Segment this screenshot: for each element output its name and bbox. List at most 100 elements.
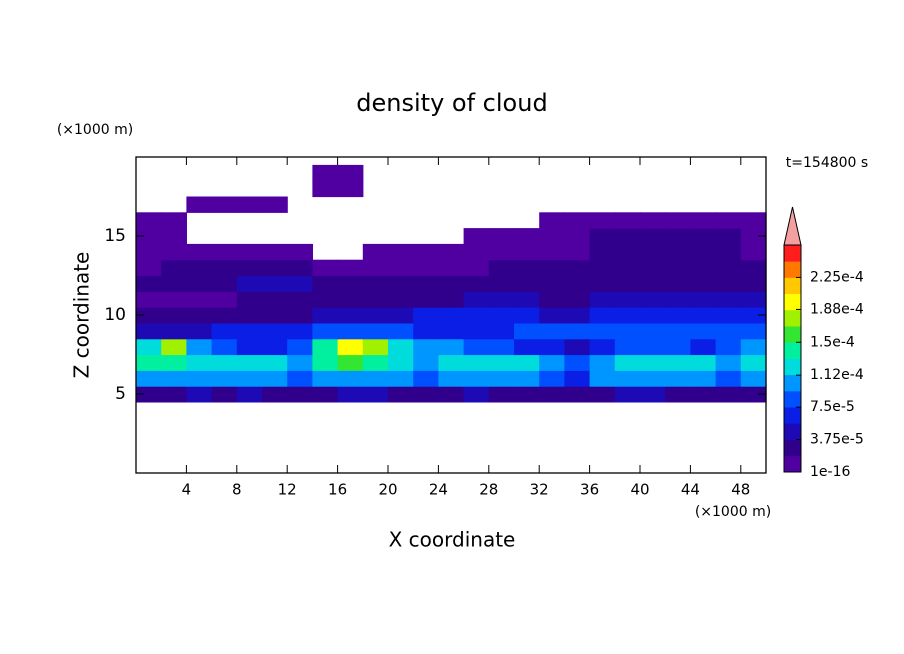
contour-cell xyxy=(539,307,565,324)
contour-cell xyxy=(287,322,313,340)
contour-cell xyxy=(665,212,691,229)
contour-cell xyxy=(312,338,339,356)
contour-cell xyxy=(514,354,540,371)
contour-cell xyxy=(438,259,465,277)
contour-cell xyxy=(614,275,641,292)
contour-cell xyxy=(564,243,591,261)
contour-cell xyxy=(539,354,565,371)
contour-cell xyxy=(589,322,616,340)
contour-cell xyxy=(463,228,490,245)
contour-cell xyxy=(262,291,288,308)
chart-title: density of cloud xyxy=(356,89,547,117)
contour-cell xyxy=(186,354,213,371)
contour-cell xyxy=(690,291,717,308)
y-tick-label: 5 xyxy=(115,384,126,404)
contour-cell xyxy=(211,354,238,371)
contour-cell xyxy=(362,370,389,387)
colorbar-band xyxy=(784,342,801,359)
x-tick-label: 28 xyxy=(479,481,498,499)
contour-cell xyxy=(211,370,238,387)
contour-cell xyxy=(388,386,414,403)
contour-cell xyxy=(287,386,313,403)
contour-cell xyxy=(136,275,162,292)
contour-cell xyxy=(312,164,339,182)
contour-cell xyxy=(362,322,389,340)
contour-cell xyxy=(640,275,666,292)
contour-cell xyxy=(488,354,515,371)
contour-cell xyxy=(136,322,162,340)
contour-cell xyxy=(463,370,490,387)
contour-cell xyxy=(463,322,490,340)
contour-cell xyxy=(161,322,187,340)
contour-cell xyxy=(413,322,439,340)
contour-cell xyxy=(488,322,515,340)
contour-cell xyxy=(589,338,616,356)
x-tick-label: 8 xyxy=(232,481,242,499)
contour-cell xyxy=(640,228,666,245)
contour-cell xyxy=(262,259,288,277)
contour-cell xyxy=(690,354,717,371)
contour-cell xyxy=(463,291,490,308)
contour-cell xyxy=(388,322,414,340)
contour-cell xyxy=(136,338,162,356)
contour-cell xyxy=(665,370,691,387)
contour-cell xyxy=(715,228,742,245)
contour-cell xyxy=(413,291,439,308)
colorbar-band xyxy=(784,407,801,424)
contour-cell xyxy=(740,259,767,277)
contour-cell xyxy=(514,228,540,245)
contour-cell xyxy=(236,275,263,292)
contour-cell xyxy=(640,386,666,403)
y-axis-label: Z coordinate xyxy=(70,252,94,379)
contour-cell xyxy=(211,307,238,324)
contour-cell xyxy=(665,243,691,261)
contour-cell xyxy=(413,370,439,387)
contour-cell xyxy=(463,338,490,356)
contour-cell xyxy=(564,322,591,340)
colorbar-band xyxy=(784,390,801,408)
contour-cell xyxy=(690,259,717,277)
contour-cell xyxy=(236,243,263,261)
contour-cell xyxy=(337,386,364,403)
contour-cell xyxy=(337,291,364,308)
contour-cell xyxy=(388,354,414,371)
contour-cell xyxy=(362,291,389,308)
contour-cell xyxy=(539,338,565,356)
contour-cell xyxy=(287,259,313,277)
contour-cell xyxy=(514,243,540,261)
contour-cell xyxy=(539,243,565,261)
contour-cell xyxy=(665,307,691,324)
contour-cell xyxy=(715,386,742,403)
contour-cell xyxy=(614,370,641,387)
y-tick-label: 15 xyxy=(104,226,126,246)
contour-cell xyxy=(488,338,515,356)
contour-cell xyxy=(236,322,263,340)
contour-cell xyxy=(539,386,565,403)
contour-cell xyxy=(690,275,717,292)
contour-cell xyxy=(740,322,767,340)
contour-cell xyxy=(564,259,591,277)
colorbar-tick-label: 1.88e-4 xyxy=(810,301,864,317)
contour-cell xyxy=(438,275,465,292)
contour-cell xyxy=(337,307,364,324)
contour-cell xyxy=(388,370,414,387)
colorbar-band xyxy=(784,423,801,440)
colorbar-band xyxy=(784,293,801,311)
contour-cell xyxy=(211,243,238,261)
axes: 4 8 12 16 20 24 28 32 36 40 44 48510151e-163.75e-57… xyxy=(104,156,864,499)
x-tick-label: 48 xyxy=(731,481,750,499)
contour-cell xyxy=(614,322,641,340)
contour-cell xyxy=(690,243,717,261)
contour-cell xyxy=(136,370,162,387)
contour-cell xyxy=(312,386,339,403)
contour-cell xyxy=(161,354,187,371)
contour-cell xyxy=(413,354,439,371)
contour-cell xyxy=(362,386,389,403)
contour-cell xyxy=(614,243,641,261)
contour-cell xyxy=(463,307,490,324)
contour-cell xyxy=(438,291,465,308)
contour-cell xyxy=(539,322,565,340)
colorbar-tick-label: 2.25e-4 xyxy=(810,269,864,285)
contour-cell xyxy=(614,386,641,403)
